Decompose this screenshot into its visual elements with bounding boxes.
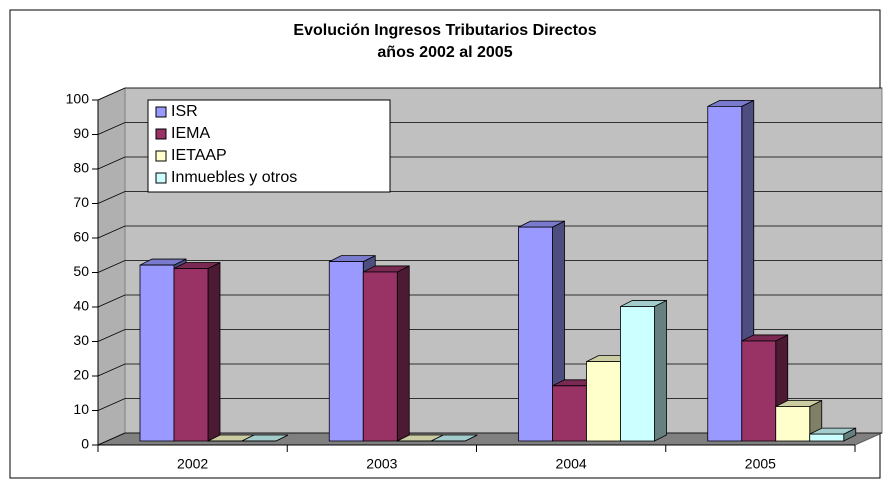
legend-label: IEMA xyxy=(171,125,210,142)
y-tick-label: 100 xyxy=(66,91,90,107)
legend-label: ISR xyxy=(171,103,198,120)
bar-side xyxy=(654,299,667,442)
grid-line xyxy=(97,260,882,273)
bar-front xyxy=(518,226,553,442)
bar xyxy=(809,427,857,442)
grid-line xyxy=(97,225,882,239)
bar xyxy=(620,299,667,442)
bar-front xyxy=(809,433,845,442)
grid-line xyxy=(97,122,882,135)
legend-swatch xyxy=(155,150,167,162)
bar-side xyxy=(396,265,410,442)
grid-line xyxy=(97,156,882,170)
chart-subtitle: años 2002 al 2005 xyxy=(377,44,512,61)
legend-swatch xyxy=(155,128,167,140)
bar-front xyxy=(741,340,777,442)
y-tick-label: 0 xyxy=(81,436,89,452)
chart-title: Evolución Ingresos Tributarios Directos xyxy=(293,22,596,39)
bar xyxy=(173,261,221,442)
bar-front xyxy=(620,306,655,442)
grid-line xyxy=(97,294,882,308)
y-tick-label: 10 xyxy=(73,401,89,417)
y-tick-label: 70 xyxy=(73,194,89,210)
y-tick-label: 60 xyxy=(73,229,89,245)
bar xyxy=(775,399,823,442)
y-tick-label: 50 xyxy=(73,263,89,279)
grid-line xyxy=(97,191,882,204)
y-tick-label: 20 xyxy=(73,367,89,383)
legend-swatch xyxy=(155,172,167,184)
bar-front xyxy=(362,271,398,442)
bar-side xyxy=(207,261,221,442)
legend-label: Inmuebles y otros xyxy=(171,169,297,186)
bar xyxy=(241,434,289,442)
bar-front xyxy=(552,385,587,442)
x-tick-label: 2002 xyxy=(177,456,208,472)
bar xyxy=(431,434,478,442)
y-tick-label: 40 xyxy=(73,298,89,314)
x-tick-label: 2003 xyxy=(366,456,397,472)
bar-front xyxy=(139,264,175,442)
y-tick-label: 80 xyxy=(73,160,89,176)
bar-front xyxy=(173,268,209,442)
bar-front xyxy=(775,406,811,442)
grid-line xyxy=(97,87,882,101)
y-tick-label: 90 xyxy=(73,125,89,141)
bar xyxy=(362,265,410,442)
bar-front xyxy=(586,361,621,442)
legend-swatch xyxy=(155,106,167,118)
legend-box xyxy=(147,99,391,193)
legend-label: IETAAP xyxy=(171,147,227,164)
bar-front xyxy=(328,261,364,442)
bar-front xyxy=(707,105,743,442)
x-tick-label: 2005 xyxy=(745,456,776,472)
x-tick-label: 2004 xyxy=(556,456,587,472)
y-tick-label: 30 xyxy=(73,332,89,348)
